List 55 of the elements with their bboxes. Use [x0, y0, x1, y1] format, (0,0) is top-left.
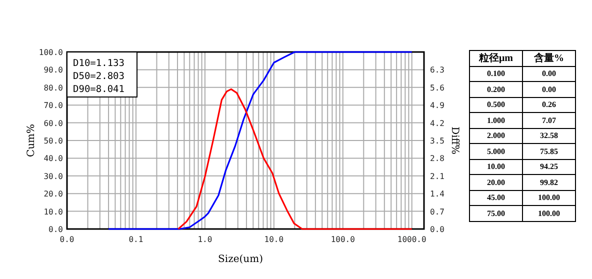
y-tick-label: 0.0	[48, 225, 64, 234]
y-tick-label: 80.0	[44, 83, 64, 92]
y-tick-label: 40.0	[44, 154, 64, 164]
category-label: 5.000	[470, 144, 522, 159]
text: 32.58	[540, 131, 558, 140]
text: 粒径μm	[470, 50, 522, 66]
y-tick-label: 10.0	[44, 207, 64, 216]
y2-tick-label: 1.4	[430, 190, 445, 199]
y-tick-label: 90.0	[44, 66, 64, 75]
text: 94.25	[540, 162, 558, 172]
y-tick-label: 50.0	[44, 136, 64, 146]
y-tick-label: 70.0	[44, 101, 64, 110]
category-label: 0.500	[470, 97, 522, 112]
text: 0.00	[542, 84, 556, 94]
x-tick-label: 10.0	[264, 235, 284, 244]
annotation: D50=2.803	[73, 71, 124, 82]
x-tick-label: 100.0	[330, 235, 356, 244]
category-label: 20.00	[470, 174, 522, 190]
y-axis-title: Cum%	[26, 124, 37, 158]
text: 100.00	[538, 193, 560, 202]
category-label: 2.000	[470, 128, 522, 144]
y-tick-label: 30.0	[44, 172, 64, 181]
annotation: D10=1.133	[73, 58, 124, 69]
y2-tick-label: 0.7	[430, 207, 445, 216]
category-label: 0.100	[470, 66, 522, 82]
y2-tick-label: 5.6	[430, 83, 445, 92]
category-label: 10.00	[470, 159, 522, 174]
category-label: 1.000	[470, 112, 522, 128]
text: 100.00	[538, 208, 560, 218]
x-axis-title: Size(um)	[218, 254, 264, 265]
text: 0.00	[542, 69, 556, 78]
x-tick-label: 0.0	[60, 235, 74, 244]
y2-tick-label: 2.1	[430, 172, 445, 181]
y-tick-label: 60.0	[44, 118, 64, 128]
y2-tick-label: 3.5	[430, 136, 445, 146]
category-label: 45.00	[470, 190, 522, 206]
y2-tick-label: 0.0	[430, 225, 445, 234]
text: 0.26	[542, 100, 556, 110]
y2-tick-label: 4.2	[430, 118, 445, 128]
y2-tick-label: 2.8	[430, 154, 445, 164]
text: 99.82	[540, 178, 558, 187]
x-tick-label: 0.1	[128, 235, 144, 244]
text: 含量%	[522, 50, 576, 66]
x-tick-label: 1.0	[198, 235, 212, 244]
x-tick-label: 1000.0	[397, 235, 426, 244]
y2-tick-label: 6.3	[430, 66, 445, 75]
y-tick-label: 20.0	[44, 190, 64, 199]
annotation: D90=8.041	[73, 84, 125, 95]
y-tick-label: 100.0	[38, 48, 64, 57]
text: 7.07	[542, 116, 556, 125]
text: 75.85	[540, 146, 558, 156]
y2-tick-label: 4.9	[430, 101, 445, 110]
category-label: 75.00	[470, 206, 522, 221]
y2-axis-title: Diff%	[449, 126, 460, 154]
category-label: 0.200	[470, 82, 522, 97]
